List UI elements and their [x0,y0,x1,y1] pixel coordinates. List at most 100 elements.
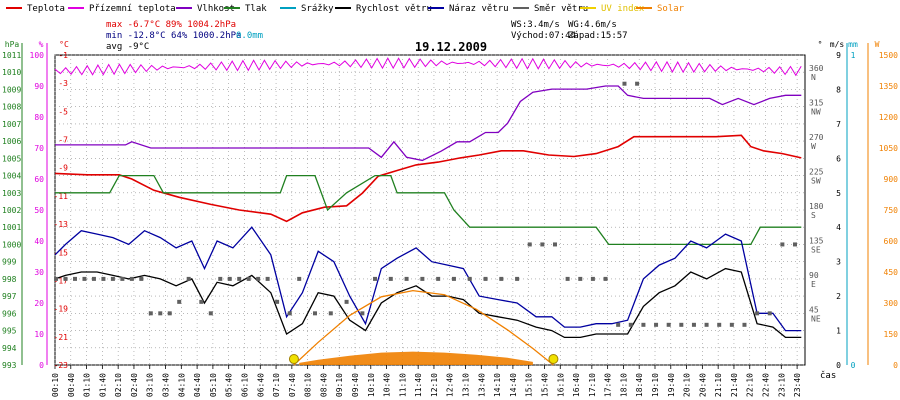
x-tick-label: 22:10 [746,373,755,397]
ms-tick-label: 4 [836,223,841,232]
series-smer-dot [704,322,709,327]
stats-min: min -12.8°C 64% 1000.2hPa [106,31,241,41]
temp-tick-label: -1 [58,51,68,60]
x-tick-label: 04:40 [193,373,202,397]
w-tick-label: 150 [884,330,899,339]
temp-tick-label: -23 [54,361,69,370]
temp-tick-label: -13 [54,220,69,229]
series-smer-dot [54,276,59,281]
hpa-tick-label: 1008 [2,103,21,112]
w-tick-label: 1500 [879,51,898,60]
hpa-tick-label: 1003 [2,189,21,198]
x-tick-label: 08:10 [304,373,313,397]
series-smer-dot [780,242,785,247]
x-tick-label: 21:40 [730,373,739,397]
series-smer-dot [635,81,640,86]
x-tick-label: 17:40 [604,373,613,397]
series-tlak [55,174,802,246]
series-smer-dot [177,299,182,304]
x-tick-label: 13:10 [462,373,471,397]
series-smer-dot [208,311,213,316]
dir-tick-name: SE [811,245,821,254]
series-smer-dot [622,81,627,86]
series-smer-dot [186,276,191,281]
series-smer-dot [101,276,106,281]
series-smer-dot [540,242,545,247]
hpa-tick-label: 994 [2,344,17,353]
temp-tick-label: -21 [54,333,69,342]
hpa-tick-label: 995 [2,327,17,336]
ms-tick-label: 5 [836,189,841,198]
x-tick-label: 19:10 [651,373,660,397]
hpa-tick-label: 996 [2,309,17,318]
series-smer-dot [603,276,608,281]
legend-label-rychlost: Rychlost větru [356,4,432,14]
series-smer-dot [666,322,671,327]
stats-ws: WS:3.4m/s [511,20,560,30]
hpa-tick-label: 1001 [2,223,21,232]
temp-tick-label: -11 [54,192,69,201]
series-smer-dot [297,276,302,281]
x-tick-label: 09:40 [351,373,360,397]
x-tick-label: 12:10 [430,373,439,397]
series-smer-dot [641,322,646,327]
ms-tick-label: 0 [836,361,841,370]
x-tick-label: 06:10 [240,373,249,397]
temp-tick-label: -3 [58,79,68,88]
legend-label-tlak: Tlak [245,4,267,14]
series-smer-dot [679,322,684,327]
hpa-tick-label: 1002 [2,206,21,215]
ms-tick-label: 6 [836,154,841,163]
axis-unit-dir: ° [818,40,823,49]
legend-label-solar: Solar [657,4,685,14]
pct-tick-label: 90 [34,82,44,91]
w-tick-label: 1350 [879,82,898,91]
x-tick-label: 21:10 [714,373,723,397]
series-smer-dot [552,242,557,247]
axis-unit-temp: °C [59,40,69,49]
axis-unit-hpa: hPa [5,40,20,49]
hpa-tick-label: 999 [2,258,17,267]
legend-label-pocitova: Přízemní teplota [89,4,176,14]
x-tick-label: 07:40 [288,373,297,397]
x-tick-label: 14:10 [493,373,502,397]
x-tick-label: 08:40 [319,373,328,397]
dir-tick-label: 90 [809,271,819,280]
series-smer-dot [467,276,472,281]
dir-tick-name: N [811,73,816,82]
x-tick-label: 10:10 [367,373,376,397]
series-smer-dot [158,311,163,316]
x-tick-label: 06:40 [256,373,265,397]
x-tick-label: 16:10 [556,373,565,397]
x-tick-label: 00:40 [67,373,76,397]
series-smer-dot [436,276,441,281]
hpa-tick-label: 1007 [2,120,21,129]
series-smer-dot [256,276,261,281]
x-tick-label: 23:10 [777,373,786,397]
axes: 00:10 00:40 01:10 01:40 02:10 02:40 03:10 03:40… [2,40,898,397]
series-smer-dot [246,276,251,281]
x-tick-label: 02:10 [114,373,123,397]
x-tick-label: 05:40 [225,373,234,397]
series-smer-dot [312,311,317,316]
stats-avg: avg -9°C [106,42,149,52]
x-tick-label: 20:10 [683,373,692,397]
pct-tick-label: 10 [34,330,44,339]
w-tick-label: 750 [884,206,899,215]
x-tick-label: 09:10 [335,373,344,397]
series-smer-dot [91,276,96,281]
series-smer-dot [139,276,144,281]
dir-tick-label: 180 [809,202,824,211]
pct-tick-label: 50 [34,206,44,215]
stats-wg: WG:4.6m/s [568,20,617,30]
axis-unit-pct: % [39,40,44,49]
series-smer-dot [742,322,747,327]
x-tick-label: 07:10 [272,373,281,397]
series-smer-dot [227,276,232,281]
series-smer-dot [218,276,223,281]
w-tick-label: 900 [884,175,899,184]
dir-tick-label: 45 [809,305,819,314]
ms-tick-label: 3 [836,258,841,267]
series-smer-dot [72,276,77,281]
series-vlhkost [55,85,802,162]
